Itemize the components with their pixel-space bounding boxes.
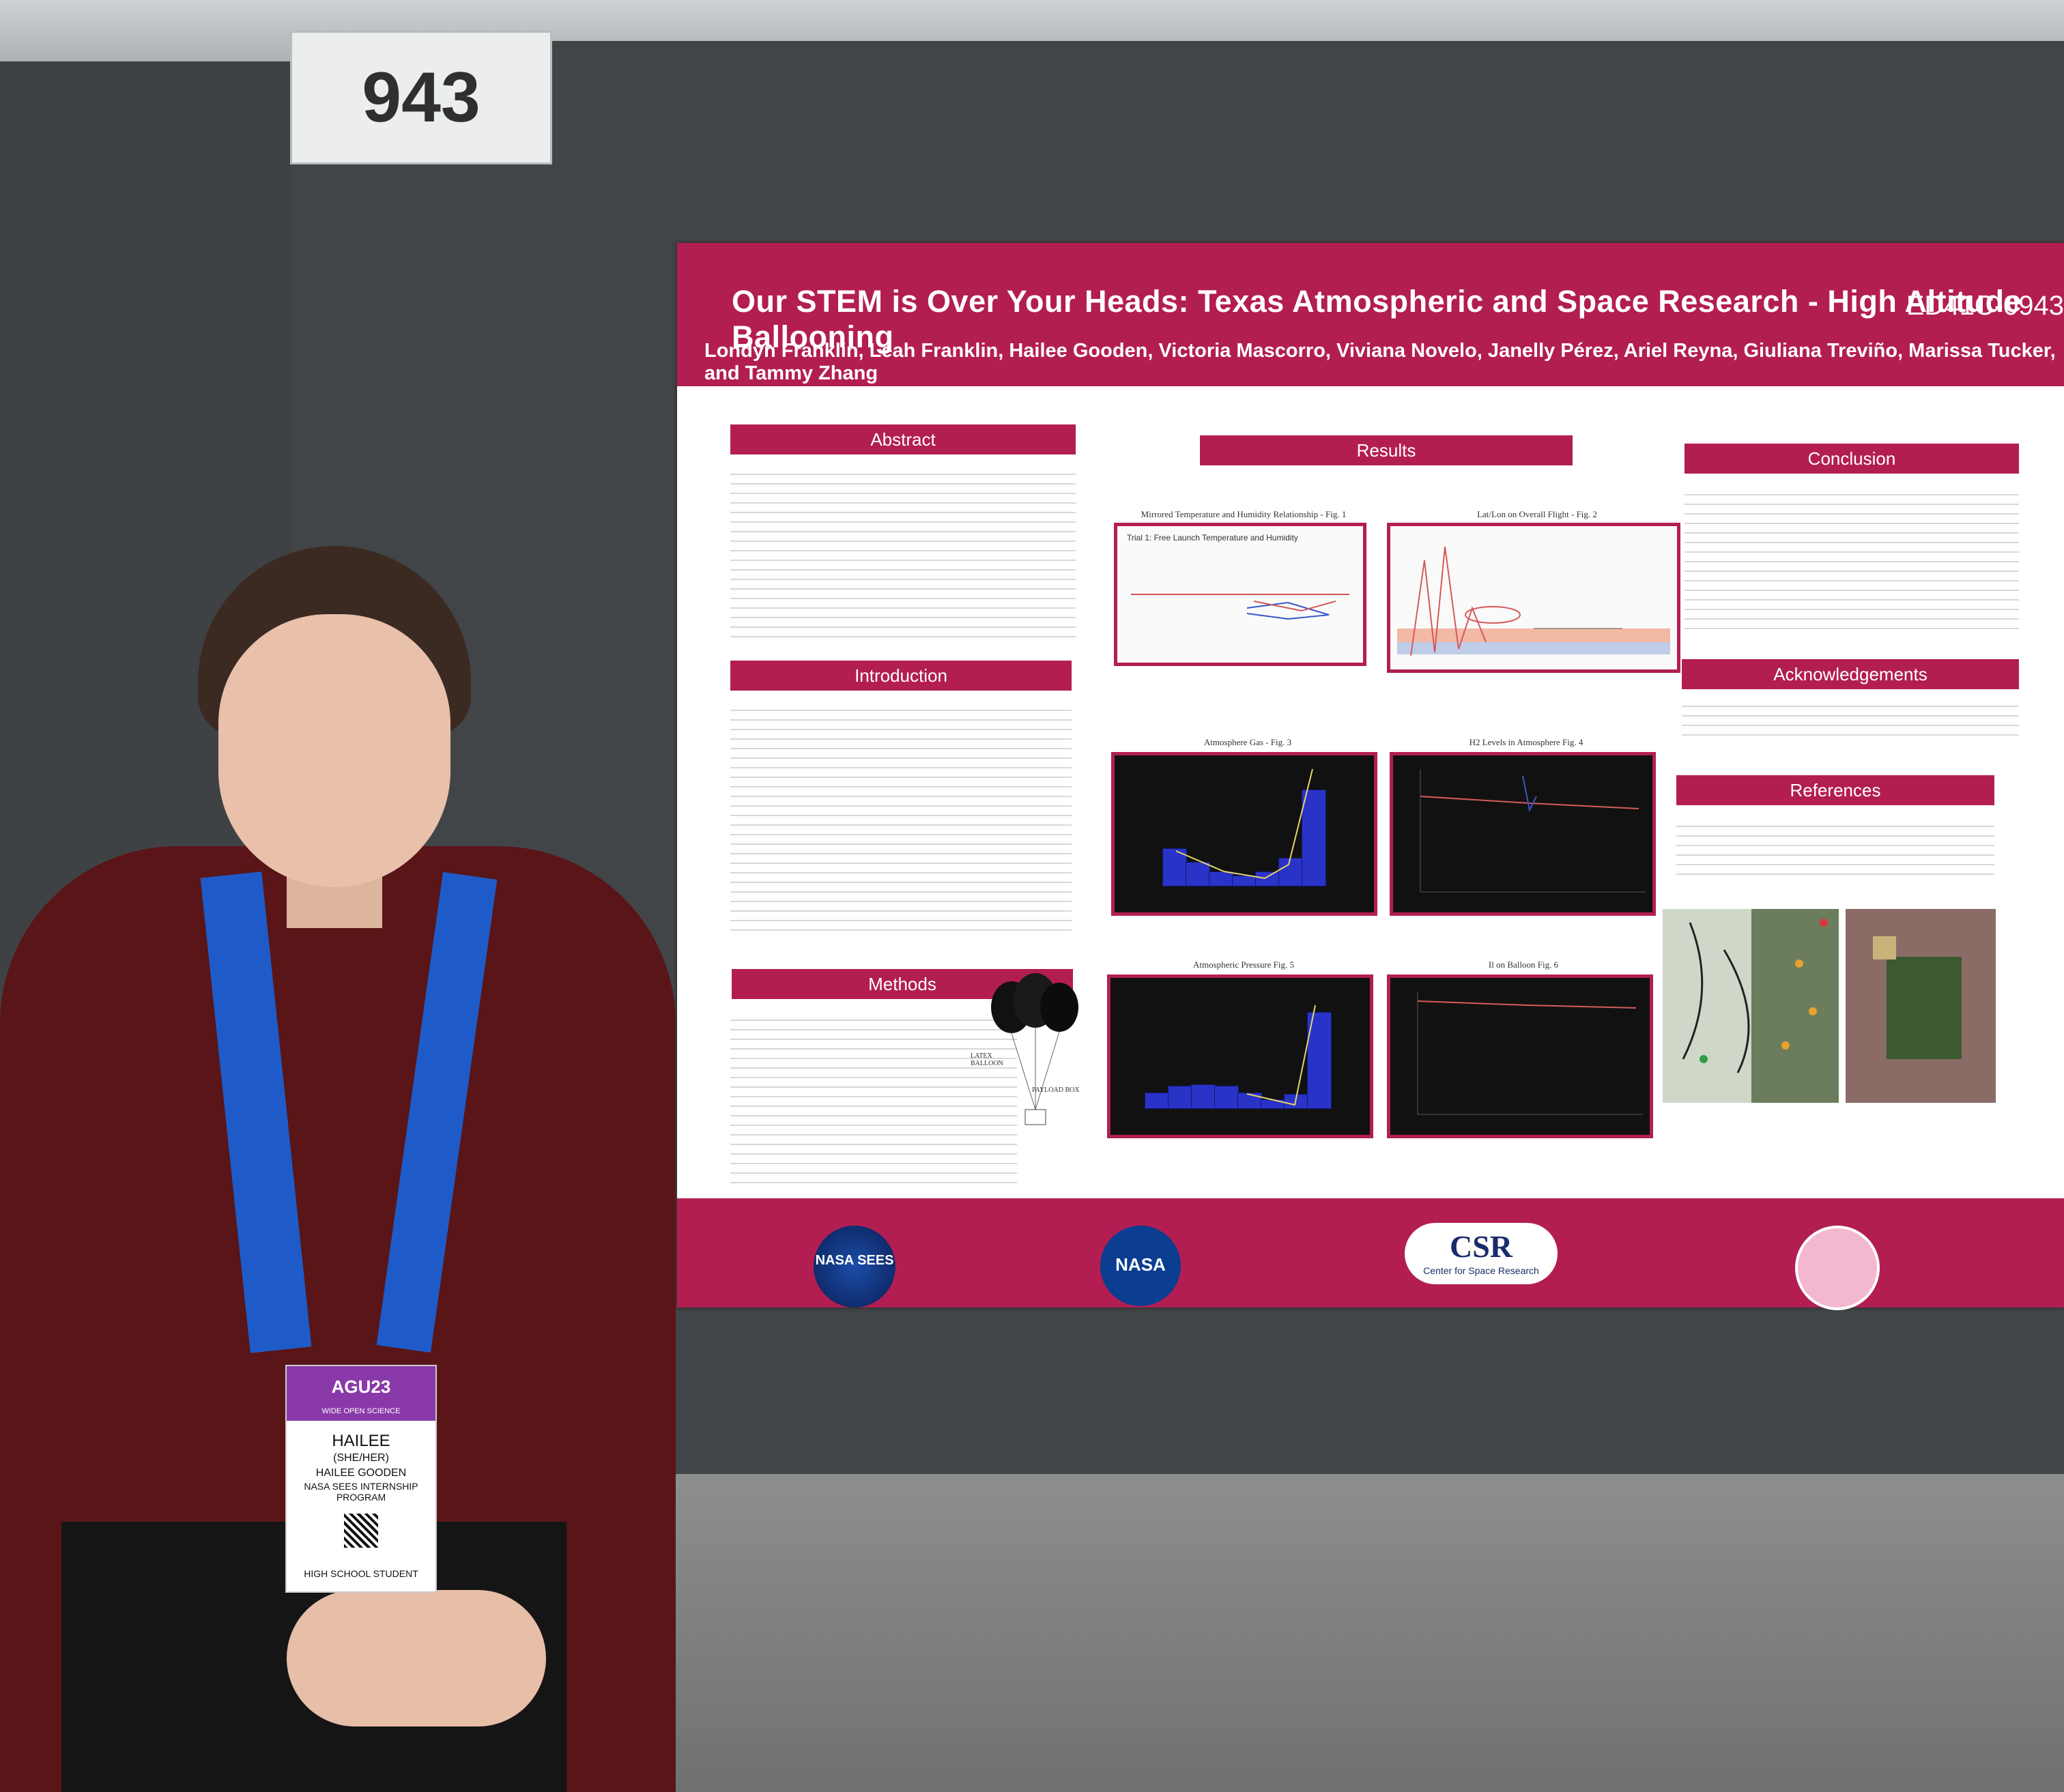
figure-1-plot: Trial 1: Free Launch Temperature and Hum…: [1114, 523, 1366, 666]
conclusion-heading: Conclusion: [1685, 444, 2019, 474]
references-heading: References: [1676, 775, 1994, 805]
badge-event: AGU23: [331, 1376, 391, 1397]
figure-4-plot: [1390, 752, 1656, 916]
figure-2-plot: [1387, 523, 1680, 673]
bar: [1214, 1086, 1239, 1109]
acknowledgements-text: [1682, 700, 2019, 741]
figure-6: Il on Balloon Fig. 6: [1387, 959, 1660, 1138]
figure-1-inner-title: Trial 1: Free Launch Temperature and Hum…: [1127, 533, 1298, 543]
poster: ED41C-0943 Our STEM is Over Your Heads: …: [677, 243, 2064, 1310]
figure-4-caption: H2 Levels in Atmosphere Fig. 4: [1469, 737, 1583, 747]
csr-logo: CSR Center for Space Research: [1405, 1223, 1558, 1284]
qr-code-icon: [344, 1514, 378, 1548]
badge-program: NASA SEES INTERNSHIP PROGRAM: [304, 1481, 418, 1503]
csr-logo-text: CSR: [1449, 1229, 1513, 1264]
introduction-heading: Introduction: [730, 661, 1072, 691]
bar: [1186, 862, 1210, 886]
badge-full-name: HAILEE GOODEN: [315, 1467, 407, 1479]
figure-3-caption: Atmosphere Gas - Fig. 3: [1203, 737, 1292, 747]
figure-3-plot: [1111, 752, 1377, 916]
latex-balloon-label: LATEX BALLOON: [971, 1052, 1003, 1067]
abstract-text: [730, 468, 1076, 639]
texas-seal-logo: [1795, 1226, 1880, 1310]
person-hands: [287, 1590, 546, 1726]
csr-logo-subtitle: Center for Space Research: [1423, 1265, 1539, 1276]
figure-2-caption: Lat/Lon on Overall Flight - Fig. 2: [1477, 509, 1597, 519]
booth-number-sign: 943: [290, 31, 552, 164]
badge-first-name: HAILEE: [332, 1432, 390, 1450]
bar: [1145, 1093, 1169, 1109]
nasa-logo-text: NASA: [1115, 1254, 1166, 1275]
badge-event-banner: AGU23: [287, 1366, 435, 1421]
results-heading: Results: [1200, 435, 1573, 465]
person-face: [218, 614, 450, 887]
bar: [1191, 1084, 1216, 1109]
badge-pronouns: (SHE/HER): [333, 1452, 389, 1464]
payload-box-label: PAYLOAD BOX: [1032, 1086, 1080, 1094]
figure-4: H2 Levels in Atmosphere Fig. 4: [1390, 737, 1663, 916]
name-badge: AGU23 WIDE OPEN SCIENCE HAILEE (SHE/HER)…: [285, 1365, 437, 1593]
booth-number: 943: [362, 57, 481, 137]
figure-6-caption: Il on Balloon Fig. 6: [1488, 959, 1559, 970]
nasa-logo: NASA: [1100, 1226, 1181, 1306]
conclusion-text: [1685, 489, 2019, 632]
figure-3: Atmosphere Gas - Fig. 3: [1111, 737, 1384, 916]
payload-box-icon: [1024, 1109, 1046, 1125]
figure-1: Mirrored Temperature and Humidity Relati…: [1114, 509, 1373, 666]
references-text: [1676, 820, 1994, 882]
bar: [1168, 1086, 1192, 1109]
nasa-sees-logo: NASA SEES: [814, 1226, 895, 1307]
nasa-sees-logo-text: NASA SEES: [815, 1253, 894, 1268]
abstract-heading: Abstract: [730, 424, 1076, 454]
introduction-text: [730, 704, 1072, 936]
balloon-diagram: [991, 973, 1078, 1125]
badge-tagline: WIDE OPEN SCIENCE: [321, 1407, 401, 1415]
figure-6-plot: [1387, 974, 1653, 1138]
poster-authors: Londyn Franklin, Leah Franklin, Hailee G…: [704, 340, 2056, 384]
poster-code: ED41C-0943: [1906, 291, 2064, 321]
acknowledgements-heading: Acknowledgements: [1682, 659, 2019, 689]
figure-5-plot: [1107, 974, 1373, 1138]
bar: [1302, 790, 1326, 886]
figure-1-caption: Mirrored Temperature and Humidity Relati…: [1141, 509, 1347, 519]
badge-role: HIGH SCHOOL STUDENT: [304, 1568, 418, 1579]
map-photo: [1663, 909, 1839, 1103]
balloon-icon: [1040, 983, 1078, 1032]
poster-header: ED41C-0943 Our STEM is Over Your Heads: …: [677, 243, 2064, 386]
figure-2: Lat/Lon on Overall Flight - Fig. 2: [1387, 509, 1687, 673]
poster-title: Our STEM is Over Your Heads: Texas Atmos…: [732, 284, 2022, 354]
figure-5-caption: Atmospheric Pressure Fig. 5: [1192, 959, 1295, 970]
circuit-photo: [1846, 909, 1996, 1103]
figure-5: Atmospheric Pressure Fig. 5: [1107, 959, 1380, 1138]
methods-text: [730, 1014, 1017, 1185]
bar: [1237, 1093, 1262, 1109]
